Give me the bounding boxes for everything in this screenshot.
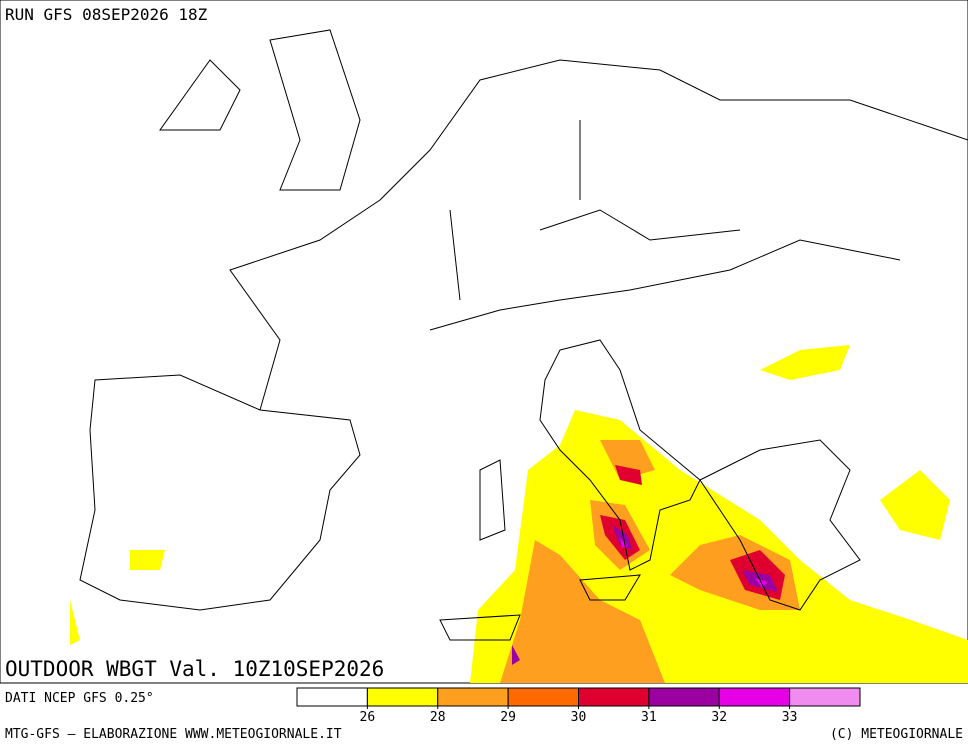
run-label: RUN GFS 08SEP2026 18Z	[5, 5, 208, 24]
footer-right: (C) METEOGIORNALE	[830, 727, 963, 742]
colorbar-label: 28	[430, 710, 446, 725]
colorbar: 26 28 29 30 31 32 33	[296, 687, 861, 725]
colorbar-box	[648, 687, 720, 707]
map-title: OUTDOOR WBGT Val. 10Z10SEP2026	[5, 657, 384, 681]
colorbar-box	[507, 687, 579, 707]
wbgt-orange	[500, 535, 800, 683]
coastline	[699, 439, 861, 611]
colorbar-label: 32	[711, 710, 727, 725]
map: RUN GFS 08SEP2026 18Z OUTDOOR WBGT Val. …	[0, 0, 968, 684]
colorbar-box	[296, 687, 368, 707]
coastline	[79, 374, 361, 611]
colorbar-label: 26	[360, 710, 376, 725]
colorbar-label: 30	[571, 710, 587, 725]
colorbar-box	[789, 687, 861, 707]
colorbar-label: 31	[641, 710, 657, 725]
colorbar-label: 33	[782, 710, 798, 725]
coastline	[229, 59, 968, 411]
colorbar-box	[366, 687, 439, 707]
colorbar-box	[718, 687, 791, 707]
colorbar-box	[437, 687, 509, 707]
coastline	[539, 339, 701, 571]
source-label: DATI NCEP GFS 0.25°	[5, 691, 154, 706]
colorbar-label: 29	[500, 710, 516, 725]
border	[429, 120, 901, 331]
coastline	[439, 459, 641, 641]
wbgt-red	[600, 465, 785, 600]
coastline	[159, 29, 361, 191]
footer-left: MTG-GFS — ELABORAZIONE WWW.METEOGIORNALE…	[5, 727, 342, 742]
colorbar-box	[578, 687, 650, 707]
